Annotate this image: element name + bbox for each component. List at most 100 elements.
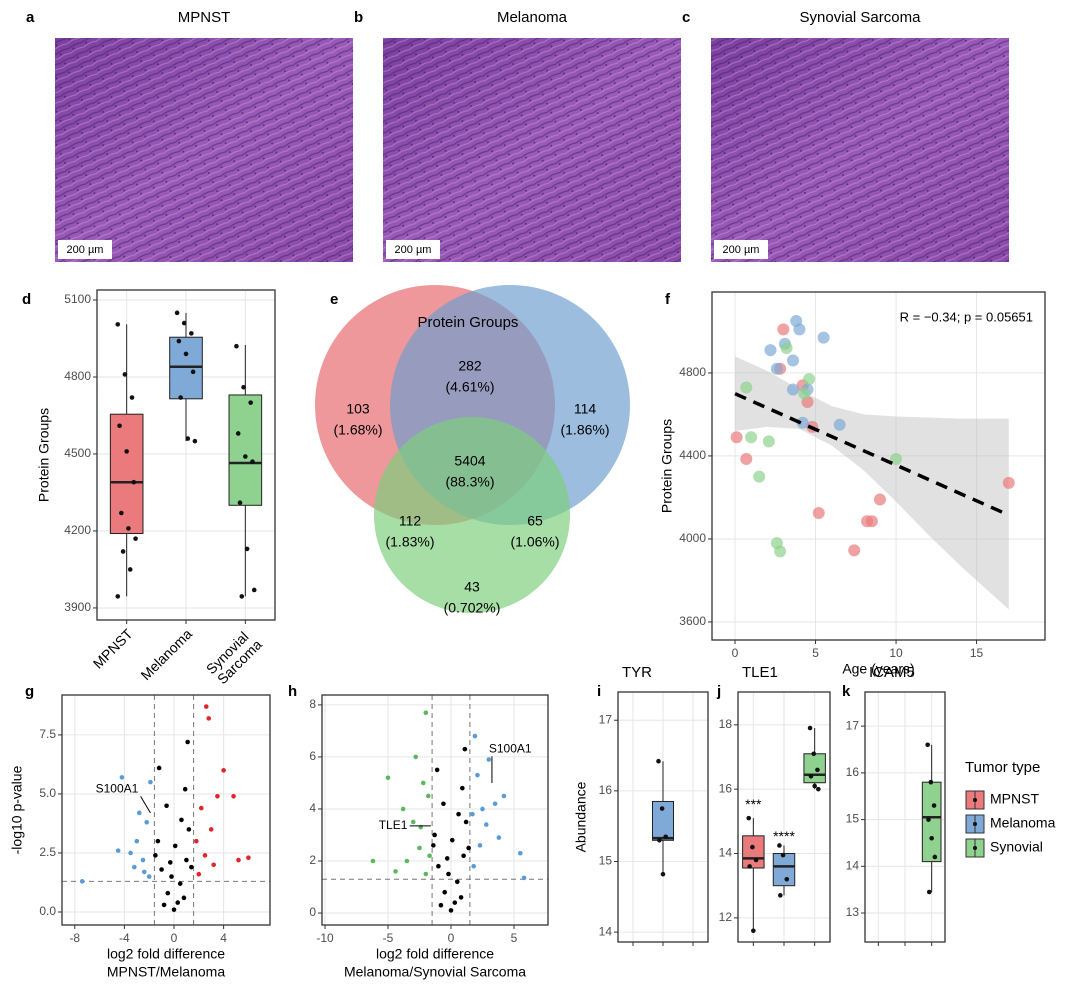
- data-point: [780, 852, 786, 858]
- legend-key-dot: [973, 846, 977, 850]
- y-tick-label: 4800: [679, 365, 706, 379]
- data-point: [431, 843, 436, 848]
- data-point: [777, 843, 782, 848]
- data-point: [786, 383, 799, 396]
- data-point: [423, 871, 429, 877]
- data-point: [156, 765, 162, 771]
- venn-count: 282: [458, 358, 482, 374]
- scale-bar-label: 200 µm: [67, 244, 104, 256]
- data-point: [182, 786, 188, 792]
- x-tick-label: Synovial Sarcoma: [203, 625, 265, 687]
- y-tick-label: 0: [309, 905, 316, 919]
- data-point: [122, 372, 128, 377]
- data-point: [786, 354, 799, 367]
- data-point: [206, 716, 212, 721]
- histology-texture: [55, 38, 353, 262]
- y-axis-label: Protein Groups: [36, 408, 52, 502]
- data-point: [427, 853, 432, 859]
- data-point: [235, 431, 241, 436]
- data-point: [161, 902, 167, 908]
- x-tick-label: 5: [812, 646, 819, 660]
- data-point: [183, 351, 189, 357]
- venn-percent: (1.06%): [510, 534, 559, 550]
- panel-letter: k: [842, 683, 851, 700]
- y-tick-label: 4500: [64, 446, 91, 460]
- histology-texture: [711, 38, 1009, 262]
- data-point: [115, 848, 121, 853]
- data-point: [239, 594, 245, 599]
- data-point: [466, 845, 471, 851]
- data-point: [248, 400, 253, 405]
- data-point: [144, 819, 150, 825]
- legend-title: Tumor type: [965, 759, 1040, 776]
- data-point: [436, 863, 441, 869]
- data-point: [812, 783, 817, 789]
- data-point: [657, 838, 662, 843]
- y-tick-label: 4000: [679, 531, 706, 545]
- gene-label: S100A1: [96, 781, 139, 795]
- data-point: [423, 710, 429, 715]
- x-tick-label: -5: [383, 931, 394, 945]
- data-point: [155, 838, 161, 844]
- y-tick-label: 17: [846, 718, 860, 732]
- data-point: [928, 779, 934, 785]
- data-point: [221, 768, 226, 773]
- y-tick-label: 14: [719, 846, 733, 860]
- data-point: [483, 822, 489, 827]
- data-point: [784, 876, 790, 882]
- data-point: [501, 793, 507, 799]
- data-point: [241, 384, 246, 390]
- data-point: [442, 889, 448, 895]
- plot-border: [61, 694, 271, 926]
- y-tick-label: 4400: [679, 448, 706, 462]
- data-point: [774, 545, 787, 558]
- data-point: [762, 435, 775, 448]
- data-point: [189, 864, 194, 870]
- y-tick-label: 16: [719, 781, 733, 795]
- plot-border: [321, 694, 549, 926]
- data-point: [208, 827, 214, 832]
- panel-letter: e: [330, 291, 338, 308]
- data-point: [807, 725, 813, 731]
- data-point: [179, 817, 184, 823]
- y-tick-label: 2: [309, 853, 316, 867]
- data-point: [196, 871, 202, 877]
- data-point: [171, 907, 177, 912]
- significance-label: ****: [773, 828, 795, 844]
- data-point: [796, 416, 809, 429]
- fit-line: [734, 392, 1010, 517]
- data-point: [167, 860, 173, 865]
- x-tick-label: -10: [316, 931, 334, 945]
- y-tick-label: 16: [599, 783, 613, 797]
- y-tick-label: 15: [846, 812, 860, 826]
- data-point: [926, 817, 931, 822]
- data-point: [751, 928, 756, 934]
- data-point: [764, 344, 777, 357]
- data-point: [730, 431, 743, 444]
- gene-label: TLE1: [379, 818, 408, 832]
- data-point: [243, 454, 248, 459]
- x-tick-label: -8: [69, 931, 80, 945]
- data-point: [444, 856, 450, 861]
- data-point: [454, 879, 460, 885]
- data-point: [475, 772, 480, 778]
- data-point: [817, 331, 830, 344]
- box: [803, 753, 826, 784]
- panel-title: TLE1: [742, 664, 778, 681]
- x-axis-label: log2 fold difference: [107, 946, 225, 962]
- data-point: [79, 879, 85, 884]
- data-point: [417, 845, 422, 851]
- data-point: [236, 857, 241, 863]
- data-point: [470, 811, 475, 817]
- data-point: [816, 786, 821, 792]
- data-point: [117, 423, 122, 429]
- data-point: [812, 507, 825, 520]
- data-point: [472, 733, 478, 739]
- legend-label: MPNST: [990, 791, 1039, 807]
- data-point: [393, 869, 398, 874]
- data-point: [185, 739, 190, 745]
- data-point: [237, 500, 243, 506]
- data-point: [404, 858, 410, 864]
- data-point: [174, 310, 180, 316]
